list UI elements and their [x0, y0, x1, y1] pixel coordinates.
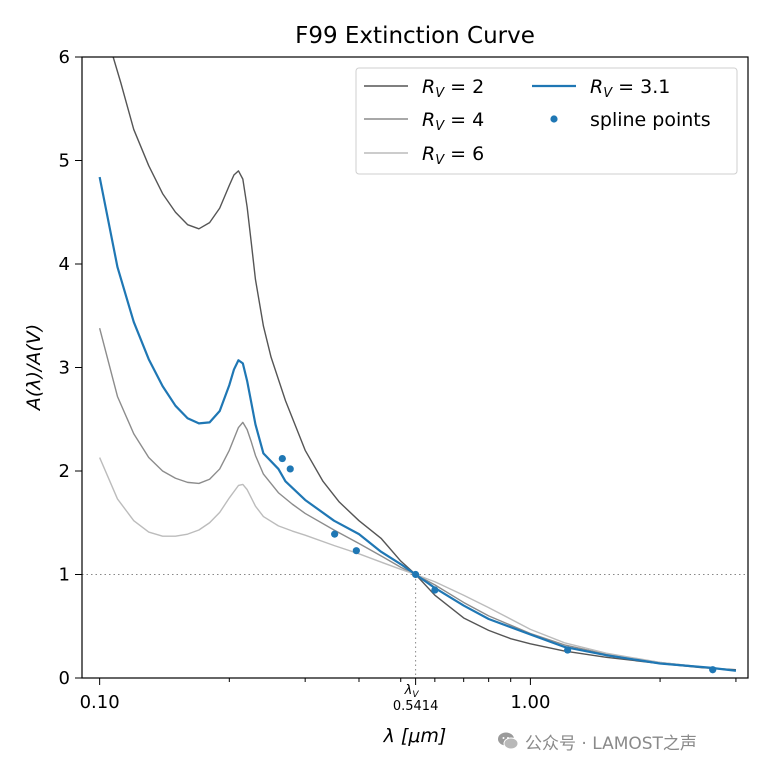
series-line-0: [112, 57, 736, 671]
chart-title: F99 Extinction Curve: [295, 23, 535, 49]
legend-label-symbol: R: [422, 143, 435, 165]
legend-label-value: = 6: [444, 143, 484, 165]
legend-label-points: spline points: [590, 109, 711, 131]
watermark: 公众号 · LAMOST之声: [497, 728, 697, 754]
series-line-2: [98, 457, 737, 672]
x-tick-label: 0.10: [80, 692, 120, 713]
spline-point: [431, 586, 439, 594]
spline-point: [331, 530, 339, 538]
legend-label-subscript: V: [435, 119, 445, 134]
spline-point: [278, 454, 286, 463]
x-axis: 0.10 1.00 λV0.5414: [80, 678, 737, 714]
legend-label: RV = 2: [422, 76, 484, 101]
spline-point: [564, 646, 572, 654]
series-line-3: [98, 176, 737, 672]
wechat-icon: [497, 730, 519, 752]
x-axis-label: λ [μm]: [383, 725, 447, 747]
series-line-1: [98, 327, 737, 672]
legend-label-value: = 3.1: [612, 76, 670, 98]
x-tick-lambda-v-value: 0.5414: [393, 699, 439, 714]
y-tick-label: 1: [59, 565, 70, 586]
legend-label: RV = 4: [422, 109, 484, 134]
spline-point: [286, 465, 294, 473]
x-tick-lambda-v-symbol: λV: [404, 683, 420, 700]
legend-label-subscript: V: [435, 86, 445, 101]
legend-label-symbol: R: [422, 109, 435, 131]
y-tick-label: 3: [59, 358, 70, 379]
x-tick-label: 1.00: [510, 692, 550, 713]
y-tick-label: 0: [59, 668, 70, 689]
legend-label: RV = 6: [422, 143, 484, 168]
y-tick-label: 5: [59, 151, 70, 172]
y-tick-label: 6: [59, 47, 70, 68]
y-axis: 0 1 2 3 4 5 6: [59, 47, 82, 689]
spline-point: [412, 570, 420, 579]
legend-label-value: = 4: [444, 109, 484, 131]
legend-label-subscript: V: [603, 86, 613, 101]
spline-point: [709, 666, 717, 674]
legend-label-symbol: R: [422, 76, 435, 98]
spline-point: [352, 547, 360, 555]
legend-label-value: = 2: [444, 76, 484, 98]
legend-label: RV = 3.1: [590, 76, 670, 101]
y-axis-label: A(λ)/A(V): [23, 324, 45, 412]
legend-label-subscript: V: [435, 153, 445, 168]
watermark-text: 公众号 · LAMOST之声: [525, 733, 697, 754]
spline-points-layer: [278, 454, 717, 674]
curves-layer: [98, 57, 737, 672]
x-tick-lambda-v-subscript: V: [412, 690, 419, 700]
legend-box: [355, 67, 738, 175]
legend-swatch-points: [550, 115, 558, 123]
y-tick-label: 2: [59, 461, 70, 482]
y-tick-label: 4: [59, 254, 70, 275]
legend-label-symbol: R: [590, 76, 603, 98]
